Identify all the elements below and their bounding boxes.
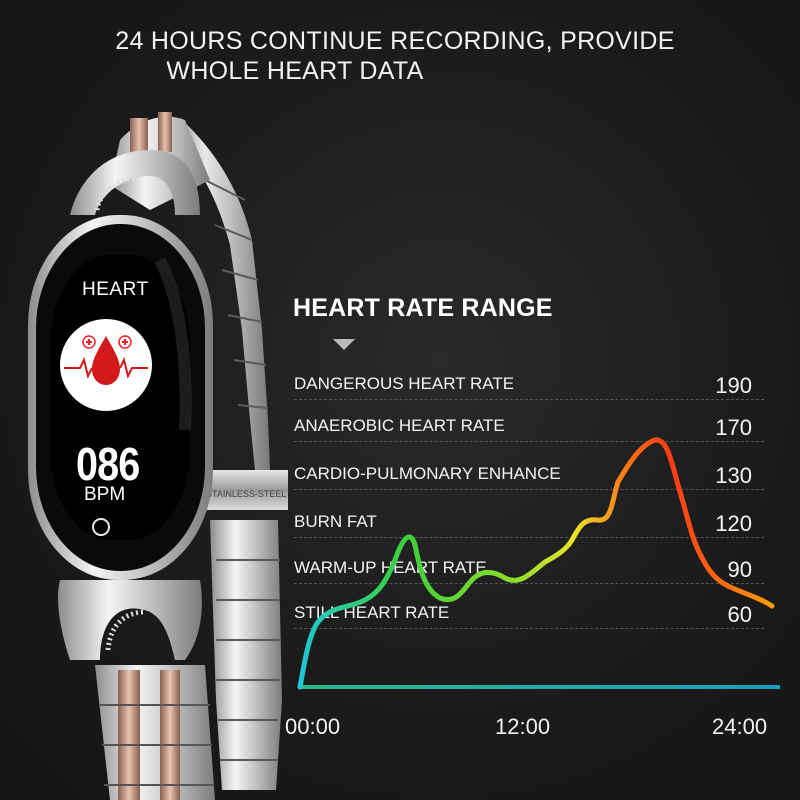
heart-rate-curve xyxy=(297,437,775,690)
zone-row: CARDIO-PULMONARY ENHANCE 130 xyxy=(294,460,764,490)
zone-divider xyxy=(294,441,764,442)
range-title: HEART RATE RANGE xyxy=(293,294,553,322)
zone-value: 120 xyxy=(715,511,752,536)
zone-value: 130 xyxy=(715,463,752,488)
screen-heart-label: HEART xyxy=(82,279,149,300)
band-bottom xyxy=(58,580,215,800)
headline: 24 HOURS CONTINUE RECORDING, PROVIDE WHO… xyxy=(0,26,800,86)
zone-label: BURN FAT xyxy=(294,512,377,531)
screen-bpm-value: 086 xyxy=(76,438,140,490)
heartbeat-line-icon xyxy=(64,357,148,379)
zone-label: STILL HEART RATE xyxy=(294,603,450,622)
headline-line-1: 24 HOURS CONTINUE RECORDING, PROVIDE xyxy=(115,27,675,55)
zone-divider xyxy=(294,583,764,584)
watch-screen xyxy=(60,319,152,536)
home-button-icon[interactable] xyxy=(92,518,110,536)
zone-value: 190 xyxy=(715,373,752,398)
band-top xyxy=(70,112,210,215)
x-tick-label: 00:00 xyxy=(285,714,341,739)
zone-divider xyxy=(294,399,764,400)
zone-value: 170 xyxy=(715,415,752,440)
zone-row: ANAEROBIC HEART RATE 170 xyxy=(294,412,764,442)
x-tick-label: 24:00 xyxy=(712,714,768,739)
zone-value: 60 xyxy=(727,602,752,627)
band-right: STAINLESS-STEEL xyxy=(170,118,288,790)
caret-down-icon xyxy=(333,339,355,350)
zone-divider xyxy=(294,489,764,490)
blood-drop-icon xyxy=(92,336,120,385)
headline-line-2: WHOLE HEART DATA xyxy=(166,57,424,85)
zone-row: BURN FAT 120 xyxy=(294,508,764,538)
zone-label: DANGEROUS HEART RATE xyxy=(294,374,515,393)
medical-cross-icon xyxy=(82,335,132,349)
clasp-text: STAINLESS-STEEL xyxy=(206,489,286,499)
zone-value: 90 xyxy=(727,557,752,582)
zone-label: ANAEROBIC HEART RATE xyxy=(294,416,505,435)
zone-divider xyxy=(294,628,764,629)
zone-row: STILL HEART RATE 60 xyxy=(294,599,764,629)
zone-divider xyxy=(294,537,764,538)
x-tick-label: 12:00 xyxy=(495,714,551,739)
zone-label: CARDIO-PULMONARY ENHANCE xyxy=(294,464,561,483)
screen-bpm-unit: BPM xyxy=(84,484,126,505)
zone-row: DANGEROUS HEART RATE 190 xyxy=(294,370,764,400)
